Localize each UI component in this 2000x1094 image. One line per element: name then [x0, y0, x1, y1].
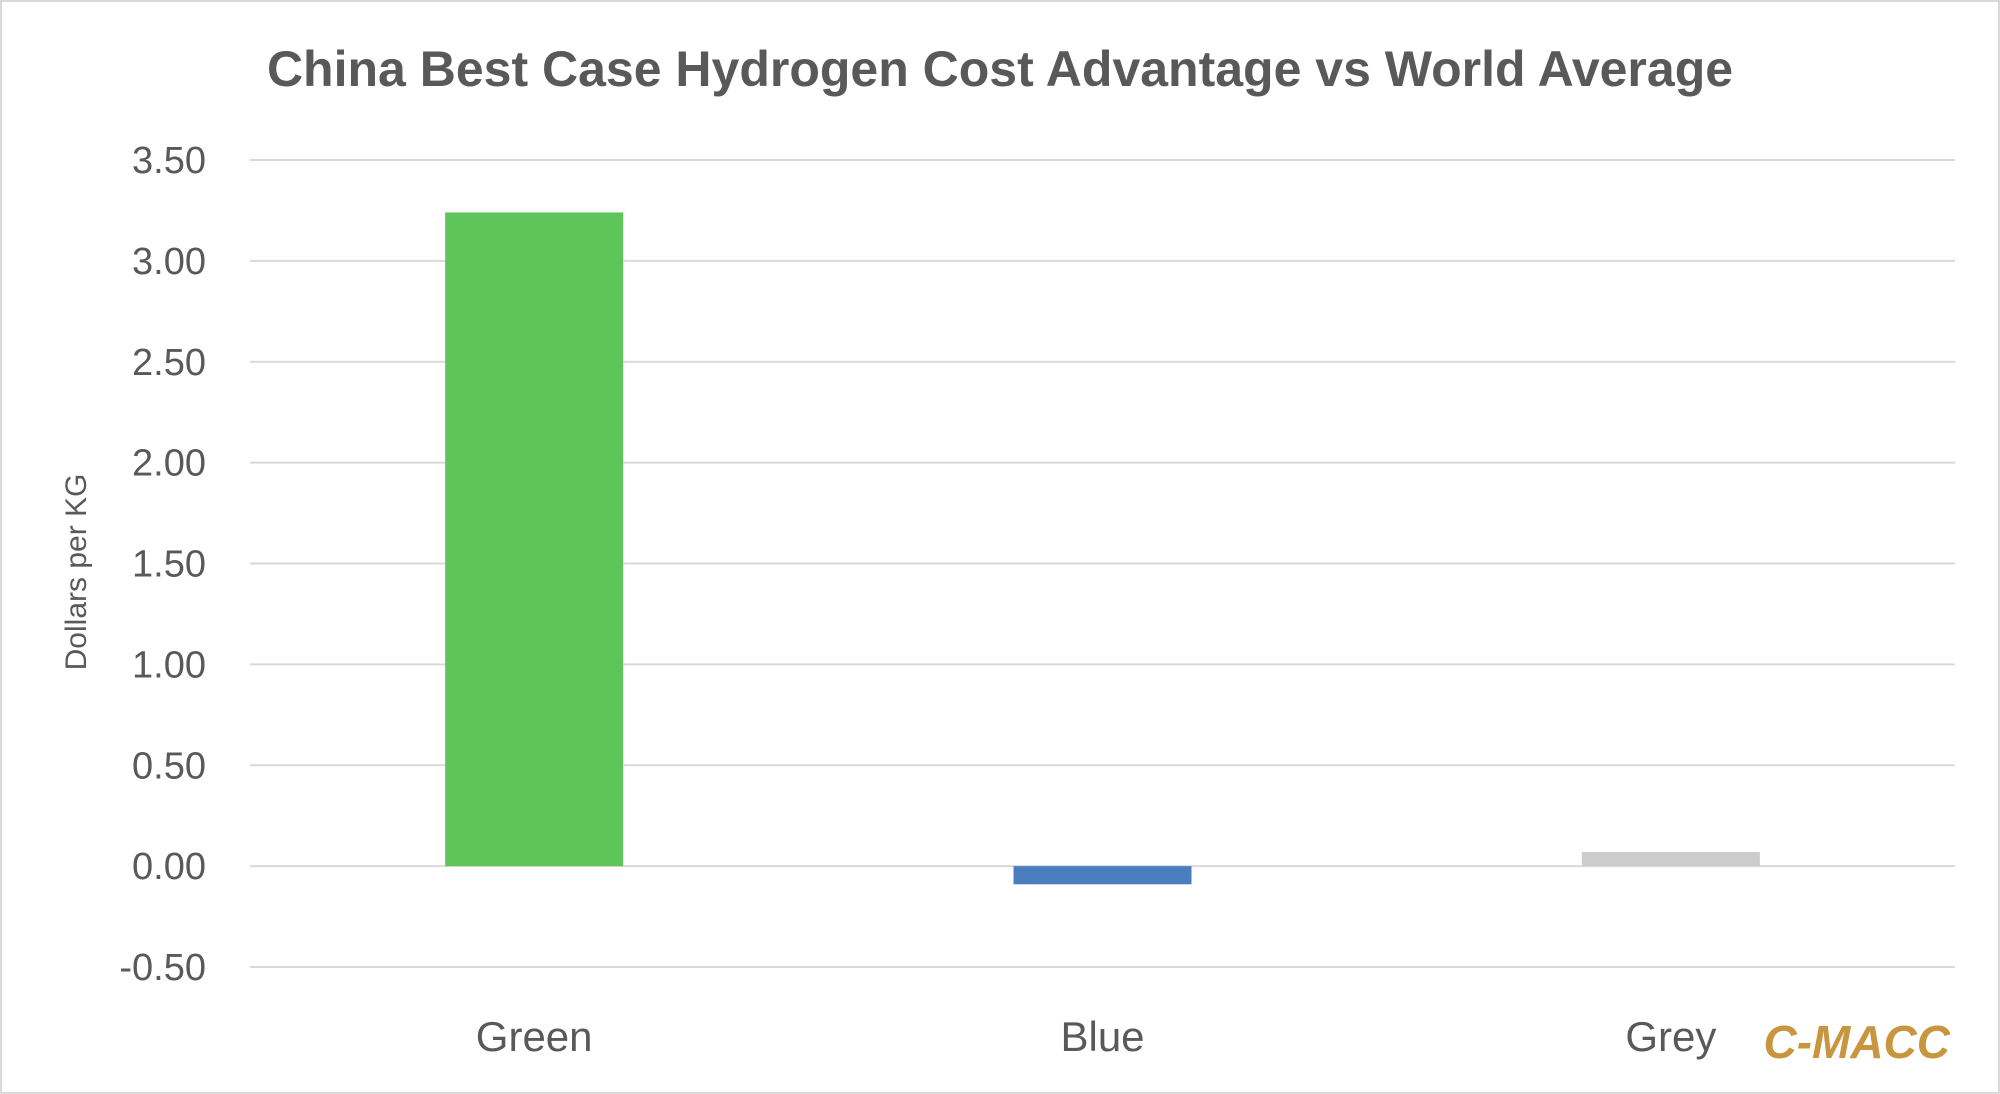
y-tick-label: 0.50	[132, 745, 206, 787]
y-tick-label: 3.00	[132, 241, 206, 283]
y-axis-label: Dollars per KG	[60, 474, 93, 671]
y-tick-label: 2.00	[132, 443, 206, 485]
x-tick-label: Blue	[1060, 1013, 1144, 1060]
y-tick-labels: 3.50 3.00 2.50 2.00 1.50 1.00 0.50 0.00 -0.50	[119, 140, 206, 989]
bar-grey	[1581, 852, 1760, 867]
c-macc-logo: C-MACC	[1763, 1016, 1950, 1068]
y-tick-label: 2.50	[132, 342, 206, 384]
y-tick-label: 0.00	[132, 846, 206, 888]
x-tick-labels: Green Blue Grey	[476, 1013, 1717, 1060]
y-tick-label: 1.00	[132, 644, 206, 686]
bar-blue	[1013, 866, 1192, 885]
y-tick-label: -0.50	[119, 947, 206, 989]
x-tick-label: Grey	[1625, 1013, 1716, 1060]
x-tick-label: Green	[476, 1013, 593, 1060]
y-tick-label: 1.50	[132, 544, 206, 586]
y-tick-label: 3.50	[132, 140, 206, 182]
chart-title: China Best Case Hydrogen Cost Advantage …	[267, 41, 1733, 97]
bar-green	[445, 212, 624, 867]
bars	[445, 212, 1760, 885]
